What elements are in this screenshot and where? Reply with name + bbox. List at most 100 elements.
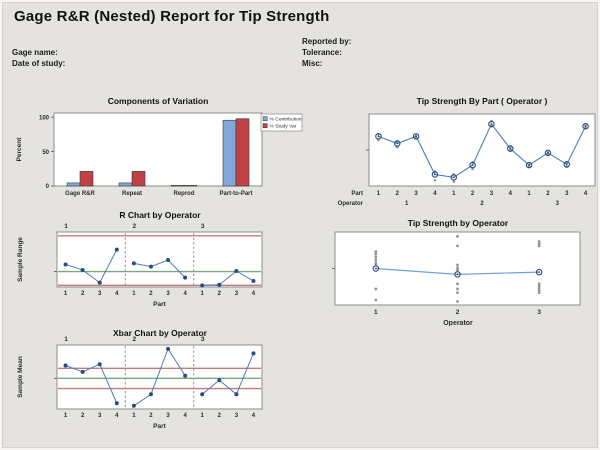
part-tick-label: 3 [414,191,418,197]
measurement-dot [537,286,541,290]
part-tick-label: 1 [452,191,456,197]
data-point [131,261,136,266]
measurement-dot [537,282,541,286]
mean-point [454,271,461,278]
chart-title: Xbar Chart by Operator [113,328,208,338]
legend-box [260,113,303,132]
mean-point [525,161,533,169]
data-point [63,363,68,368]
part-tick-label: 1 [64,413,68,419]
part-tick-label: 4 [115,413,119,419]
chart-title: Tip Strength by Operator [408,218,509,228]
data-point [166,258,171,263]
measurement-dot [456,299,459,303]
mean-point [375,133,382,140]
misc-label: Misc: [302,59,323,68]
measurement-dot [456,263,459,267]
data-point [217,282,222,287]
operator-tick-label: 2 [456,309,460,316]
mean-point-center [415,135,417,138]
measurement-dot [374,261,378,265]
mean-point-center [456,273,459,276]
measurement-dot [374,255,378,259]
part-tick-label: 4 [433,191,437,197]
mean-point [488,120,495,128]
svg-text:50: 50 [42,150,49,156]
measurement-dot [374,298,378,302]
tip-strength-by-operator-chart: Tip Strength by Operator 1 2 3 Operator [320,214,592,326]
measurement-dot [374,252,378,256]
plot-area [56,231,263,288]
measurement-dot [374,250,378,254]
data-point [200,392,205,397]
mean-point [582,122,589,130]
y-axis-label: Sample Mean [17,356,24,398]
segment-line [65,249,118,284]
mean-point-center [509,147,512,150]
mean-point [450,174,458,181]
mean-point-center [434,173,436,176]
operator-panel-label: 1 [64,223,68,230]
svg-text:100: 100 [39,115,50,121]
segment-line [202,270,254,286]
measurement-dot [456,268,459,272]
mean-point [431,171,439,178]
mean-point [507,145,514,152]
plot-area [368,113,596,187]
tolerance-label: Tolerance: [302,48,342,57]
part-tick-label: 1 [132,413,136,419]
mean-point-center [528,164,530,167]
part-row-label: Part [351,191,363,197]
part-tick-label: 1 [527,191,531,197]
operator-panel-label: 2 [133,223,137,230]
components-of-variation-chart: Components of Variation 0 50 100 Percent Gage… [10,88,304,204]
means-line [378,123,587,178]
operator-tick-label: 1 [374,309,378,316]
x-axis-label: Part [153,423,166,430]
contribution-bar [222,119,237,187]
data-point [234,392,239,397]
measurement-dot [537,289,541,292]
data-point [234,269,239,274]
chart-title: Components of Variation [108,96,209,106]
measurement-dot [537,242,541,246]
data-point [217,378,222,383]
part-tick-label: 3 [98,413,102,419]
mean-point-center [452,176,455,179]
part-tick-label: 4 [252,413,256,419]
part-tick-label: 2 [149,413,153,419]
mean-point-center [547,151,549,154]
chart-title: Tip Strength By Part ( Operator ) [417,96,548,106]
measurement-dot [537,284,541,288]
contribution-bar [170,185,185,187]
measurement-dot [508,145,512,149]
data-point [114,401,119,406]
part-tick-label: 4 [509,191,513,197]
measurement-dot [456,244,459,248]
xbar-chart-by-operator: Xbar Chart by Operator 1 2 3 1 2 3 4 1 2 3 4 1 2 3 4 Par… [10,328,304,434]
part-tick-label: 3 [235,413,239,419]
part-tick-label: 2 [149,291,153,297]
x-axis-label: Operator [443,320,473,326]
mean-point [394,140,401,147]
operator-group-label: 1 [405,201,409,207]
xbar-chart-svg: Xbar Chart by Operator 1 2 3 1 2 3 4 1 2 3 4 1 2 3 4 Par… [17,328,263,430]
data-point [63,262,68,267]
x-axis-label: Part [153,301,166,308]
data-point [148,392,153,397]
components-of-variation-svg: Components of Variation 0 50 100 Percent Gage… [16,96,303,197]
mean-point-center [538,271,541,274]
operator-panel-label: 3 [201,336,205,343]
mean-point [469,161,476,169]
operator-panel-label: 2 [133,336,137,343]
operator-group-label: 3 [556,201,560,207]
part-tick-label: 2 [546,191,550,197]
chart-title: R Chart by Operator [119,210,201,220]
measurement-dot [456,282,459,286]
legend-swatch [262,123,268,129]
segment-line [65,363,118,404]
tip-strength-by-part-chart: Tip Strength By Part ( Operator ) 1 2 3 4 1 2 3… [330,88,598,210]
tip-strength-by-operator-svg: Tip Strength by Operator 1 2 3 Operator [332,218,581,326]
measurement-dot [456,291,459,294]
